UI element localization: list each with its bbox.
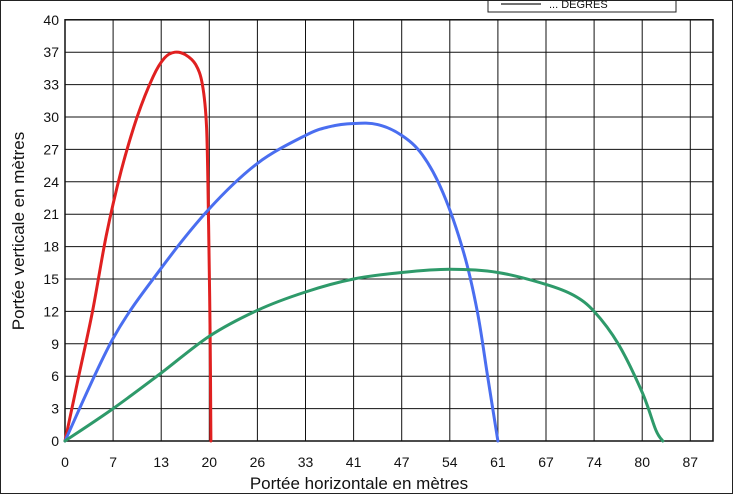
x-tick-label: 41 — [346, 454, 362, 470]
x-tick-label: 61 — [490, 454, 506, 470]
series-line-1 — [63, 50, 213, 443]
y-tick-label: 27 — [43, 141, 59, 157]
x-tick-label: 87 — [683, 454, 699, 470]
legend: ... DEGRES — [487, 1, 677, 13]
x-tick-label: 74 — [586, 454, 602, 470]
y-tick-label: 3 — [51, 401, 59, 417]
x-tick-label: 0 — [61, 454, 69, 470]
x-tick-label: 80 — [634, 454, 650, 470]
legend-box — [487, 1, 677, 13]
x-tick-label: 67 — [538, 454, 554, 470]
x-tick-label: 54 — [442, 454, 458, 470]
y-tick-label: 12 — [43, 303, 59, 319]
y-tick-label: 15 — [43, 271, 59, 287]
y-tick-label: 6 — [51, 368, 59, 384]
series-line-3 — [63, 267, 665, 443]
x-tick-label: 26 — [250, 454, 266, 470]
y-tick-label: 24 — [43, 174, 59, 190]
grid — [64, 19, 714, 442]
y-tick-label: 21 — [43, 206, 59, 222]
y-axis-label: Portée verticale en mètres — [9, 132, 28, 330]
y-tick-label: 37 — [43, 44, 59, 60]
y-tick-label: 9 — [51, 336, 59, 352]
x-tick-label: 47 — [394, 454, 410, 470]
series-line-2 — [63, 121, 500, 443]
x-tick-label: 13 — [153, 454, 169, 470]
y-tick-label: 33 — [43, 77, 59, 93]
legend-label: ... DEGRES — [549, 1, 608, 11]
y-tick-label: 40 — [43, 12, 59, 28]
series-group — [63, 50, 665, 443]
x-tick-label: 20 — [202, 454, 218, 470]
y-tick-label: 0 — [51, 433, 59, 449]
x-tick-label: 33 — [298, 454, 314, 470]
x-tick-label: 7 — [109, 454, 117, 470]
y-tick-label: 18 — [43, 239, 59, 255]
plot-border — [64, 19, 714, 442]
tick-labels: 0 7 13 20 26 33 41 47 54 61 67 74 80 87 0 3 6 9 12 15 18 21 24… — [43, 12, 698, 470]
y-tick-label: 30 — [43, 109, 59, 125]
x-axis-label: Portée horizontale en mètres — [250, 474, 468, 493]
